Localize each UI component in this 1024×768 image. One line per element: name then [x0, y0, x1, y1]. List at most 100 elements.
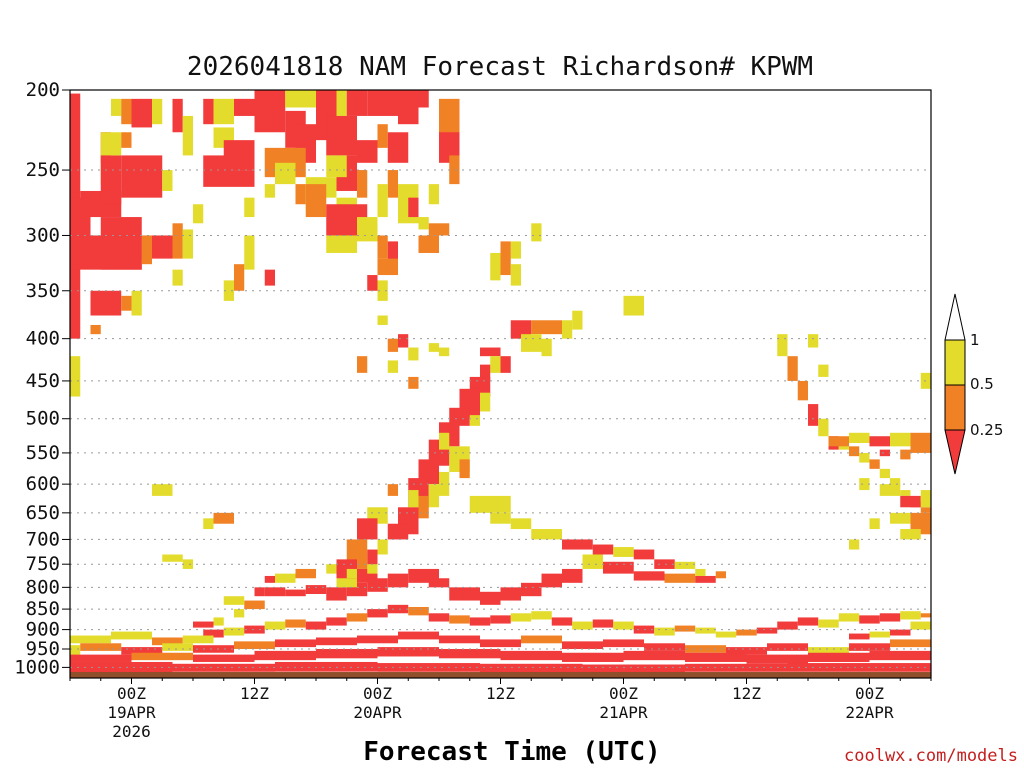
- heatmap-cell: [562, 568, 583, 583]
- heatmap-cell: [367, 549, 378, 569]
- heatmap-cell: [100, 155, 122, 205]
- chart-title: 2026041818 NAM Forecast Richardson# KPWM: [187, 52, 813, 82]
- heatmap-cell: [213, 98, 234, 125]
- heatmap-cell: [408, 347, 419, 361]
- heatmap-cell: [562, 641, 603, 649]
- heatmap-cell: [654, 627, 675, 636]
- x-tick-label: 2026: [112, 722, 151, 741]
- heatmap-cell: [70, 645, 81, 659]
- heatmap-cell: [275, 573, 296, 583]
- x-axis-label: Forecast Time (UTC): [363, 737, 660, 767]
- heatmap-cell: [100, 132, 122, 156]
- heatmap-cell: [275, 639, 316, 648]
- heatmap-cell: [910, 621, 931, 630]
- heatmap-cell: [295, 568, 316, 579]
- heatmap-cell: [223, 627, 245, 636]
- heatmap-cell: [295, 184, 306, 205]
- heatmap-cell: [869, 650, 931, 661]
- heatmap-cell: [285, 90, 316, 108]
- heatmap-cell: [152, 98, 163, 125]
- heatmap-cell: [480, 392, 491, 412]
- heatmap-cell: [808, 334, 819, 348]
- heatmap-cell: [367, 564, 378, 574]
- heatmap-cell: [459, 459, 470, 479]
- colorbar-label: 0.25: [970, 421, 1003, 439]
- y-tick-label: 250: [26, 159, 60, 181]
- heatmap-cell: [182, 635, 214, 644]
- heatmap-cell: [357, 635, 398, 644]
- heatmap-cell: [193, 621, 214, 628]
- heatmap-cell: [541, 338, 552, 357]
- x-tick-label: 19APR: [107, 703, 156, 722]
- heatmap-cell: [346, 613, 368, 622]
- heatmap-cell: [193, 645, 234, 653]
- heatmap-cell: [264, 621, 286, 630]
- heatmap-cell: [377, 315, 388, 325]
- heatmap-cell: [920, 490, 931, 508]
- heatmap-cell: [111, 631, 152, 640]
- heatmap-cell: [428, 184, 439, 205]
- heatmap-cell: [70, 356, 81, 397]
- heatmap-cell: [480, 364, 491, 381]
- heatmap-cell: [254, 650, 316, 661]
- y-tick-label: 700: [26, 528, 60, 550]
- y-tick-label: 450: [26, 370, 60, 392]
- heatmap-cell: [172, 663, 275, 672]
- heatmap-cell: [900, 495, 921, 508]
- heatmap-cell: [428, 484, 439, 508]
- heatmap-cell: [121, 98, 132, 125]
- heatmap-cell: [869, 518, 880, 530]
- heatmap-cell: [336, 90, 347, 116]
- heatmap-cell: [531, 320, 562, 335]
- heatmap-cell: [510, 241, 521, 259]
- ground-surface: [70, 672, 931, 678]
- y-tick-label: 300: [26, 224, 60, 246]
- heatmap-cell: [900, 529, 921, 540]
- heatmap-cell: [562, 652, 624, 662]
- heatmap-cell: [787, 663, 931, 672]
- heatmap-cell: [828, 436, 849, 447]
- heatmap-cell: [141, 235, 152, 265]
- heatmap-cell: [285, 589, 306, 597]
- heatmap-cell: [367, 275, 378, 291]
- heatmap-cell: [377, 124, 388, 148]
- heatmap-cell: [562, 539, 593, 550]
- heatmap-cell: [387, 604, 409, 614]
- heatmap-cell: [582, 664, 685, 673]
- heatmap-cell: [275, 661, 378, 671]
- heatmap-cell: [469, 415, 480, 426]
- heatmap-cell: [193, 204, 204, 224]
- heatmap-cell: [859, 615, 880, 624]
- heatmap-cell: [500, 356, 511, 373]
- heatmap-cell: [387, 523, 409, 540]
- heatmap-cell: [172, 223, 183, 259]
- heatmap-cell: [121, 132, 132, 148]
- heatmap-cell: [326, 587, 347, 601]
- heatmap-cell: [326, 115, 357, 156]
- credit-link[interactable]: coolwx.com/models: [844, 746, 1018, 766]
- heatmap-cell: [408, 490, 419, 508]
- heatmap-cell: [172, 98, 183, 133]
- colorbar-top-triangle: [944, 293, 966, 341]
- heatmap-cell: [562, 320, 573, 339]
- heatmap-cell: [439, 124, 460, 163]
- heatmap-cell: [316, 637, 357, 646]
- heatmap-cell: [377, 184, 388, 218]
- heatmap-cell: [162, 170, 173, 191]
- heatmap-cell: [264, 184, 275, 198]
- heatmap-cell: [890, 629, 911, 636]
- heatmap-cell: [70, 661, 173, 673]
- heatmap-cell: [500, 650, 562, 661]
- heatmap-cell: [264, 587, 286, 597]
- y-tick-label: 550: [26, 442, 60, 464]
- heatmap-cell: [715, 631, 737, 638]
- heatmap-cell: [818, 418, 829, 437]
- heatmap-cell: [920, 613, 931, 618]
- heatmap-cells: [70, 90, 931, 673]
- heatmap-cell: [172, 269, 183, 286]
- heatmap-cell: [387, 170, 398, 198]
- y-axis: 200 250 300 350 400 450 500 550 600 650 700 7508008…: [14, 79, 70, 678]
- x-tick-label: 20APR: [353, 703, 402, 722]
- heatmap-cell: [90, 290, 122, 316]
- colorbar-swatch: [944, 339, 966, 386]
